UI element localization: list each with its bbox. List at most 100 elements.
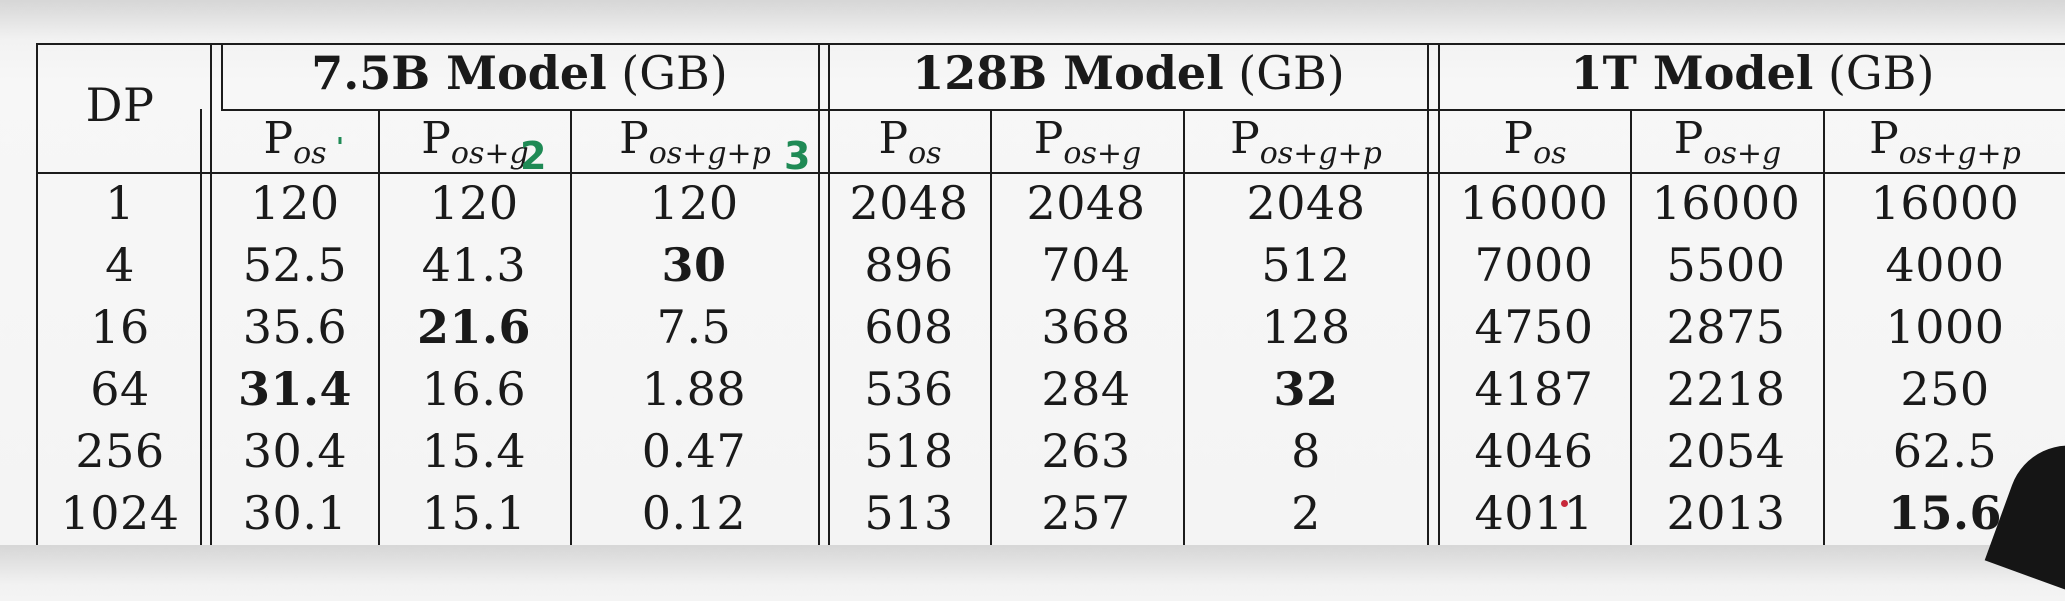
table-top-rule: [36, 43, 2065, 45]
group-name: 7.5B Model: [311, 46, 607, 100]
col-rule-1: [378, 109, 380, 545]
group-header-7-5b: 7.5B Model (GB): [221, 46, 818, 100]
table-cell: 2048: [1246, 176, 1366, 230]
group-rule-1b: [828, 43, 830, 545]
table-cell: 512: [1261, 238, 1351, 292]
table-cell: 4750: [1474, 300, 1594, 354]
pen-mark-red-dot: [1561, 500, 1568, 507]
dp-cell: 256: [75, 424, 165, 478]
table-cell: 120: [429, 176, 519, 230]
table-cell: 513: [864, 486, 954, 540]
dp-cell: 16: [90, 300, 150, 354]
dp-cell: 1: [105, 176, 135, 230]
table-cell: 5500: [1666, 238, 1786, 292]
table-cell: 62.5: [1892, 424, 1998, 478]
dp-cell: 1024: [60, 486, 180, 540]
dp-cell: 64: [90, 362, 150, 416]
table-cell: 16000: [1459, 176, 1609, 230]
col-rule-5: [1183, 109, 1185, 545]
table-cell: 120: [649, 176, 739, 230]
slide-table-view: DP 7.5B Model (GB) 128B Model (GB) 1T Mo…: [36, 43, 2065, 601]
table-cell: 4011: [1474, 486, 1594, 540]
table-cell: 41.3: [421, 238, 527, 292]
dp-separator-a: [200, 109, 202, 545]
group-header-1t: 1T Model (GB): [1440, 46, 2065, 100]
col-rule-2: [570, 109, 572, 545]
table-cell: 368: [1041, 300, 1131, 354]
dp-separator-b: [210, 109, 212, 545]
subheader-p-os-g: Pos+g: [1673, 113, 1782, 171]
table-cell: 16000: [1651, 176, 1801, 230]
table-cell: 608: [864, 300, 954, 354]
table-cell: 120: [250, 176, 340, 230]
table-cell: 21.6: [416, 300, 532, 354]
header-bottom-rule: [36, 172, 2065, 174]
table-cell: 704: [1041, 238, 1131, 292]
table-cell: 257: [1041, 486, 1131, 540]
table-cell: 52.5: [242, 238, 348, 292]
subheader-p-os-g-p: Pos+g+p: [1230, 113, 1382, 171]
col-rule-8: [1823, 109, 1825, 545]
group-rule-1a: [818, 43, 820, 545]
group-unit: (GB): [1238, 46, 1345, 100]
table-cell: 35.6: [242, 300, 348, 354]
table-cell: 284: [1041, 362, 1131, 416]
pen-mark-two: 2: [520, 134, 547, 178]
table-cell: 2: [1291, 486, 1321, 540]
table-cell: 2048: [849, 176, 969, 230]
group-unit: (GB): [1827, 46, 1935, 100]
group-header-128b: 128B Model (GB): [830, 46, 1427, 100]
dp-separator-top-b: [221, 43, 223, 109]
table-cell: 263: [1041, 424, 1131, 478]
table-cell: 7000: [1474, 238, 1594, 292]
table-cell: 2218: [1666, 362, 1786, 416]
table-cell: 128: [1261, 300, 1351, 354]
group-rule-2b: [1438, 43, 1440, 545]
table-cell: 250: [1900, 362, 1990, 416]
group-name: 128B Model: [912, 46, 1224, 100]
table-cell: 4000: [1885, 238, 2005, 292]
table-cell: 4187: [1474, 362, 1594, 416]
subheader-p-os-g-p: Pos+g+p: [1869, 113, 2021, 171]
table-cell: 2048: [1026, 176, 1146, 230]
table-cell: 4046: [1474, 424, 1594, 478]
pen-mark-tick: ': [336, 133, 344, 163]
table-cell: 2875: [1666, 300, 1786, 354]
subheader-p-os-g-p: Pos+g+p: [619, 113, 771, 171]
dp-separator-top-a: [210, 43, 212, 109]
table-cell: 896: [864, 238, 954, 292]
table-cell: 536: [864, 362, 954, 416]
dp-cell: 4: [105, 238, 135, 292]
table-cell: 2013: [1666, 486, 1786, 540]
subheader-p-os-g: Pos+g: [421, 113, 529, 171]
subheader-p-os: Pos: [1503, 113, 1567, 171]
table-cell: 15.4: [421, 424, 527, 478]
table-cell: 0.47: [641, 424, 747, 478]
group-unit: (GB): [621, 46, 728, 100]
table-cell: 30.4: [242, 424, 348, 478]
table-cell: 30.1: [242, 486, 348, 540]
col-rule-4: [990, 109, 992, 545]
table-cell: 518: [864, 424, 954, 478]
table-cell: 15.6: [1887, 486, 2003, 540]
table-cell: 30: [661, 238, 727, 292]
table-cell: 1000: [1885, 300, 2005, 354]
table-cell: 15.1: [421, 486, 527, 540]
table-cell: 8: [1291, 424, 1321, 478]
table-cell: 1.88: [641, 362, 747, 416]
subheader-p-os-g: Pos+g: [1033, 113, 1142, 171]
pen-mark-three: 3: [784, 134, 811, 178]
table-cell: 16.6: [421, 362, 527, 416]
dp-header: DP: [85, 78, 155, 132]
table-cell: 2054: [1666, 424, 1786, 478]
group-rule-2a: [1427, 43, 1429, 545]
table-cell: 31.4: [237, 362, 353, 416]
table-cell: 0.12: [641, 486, 747, 540]
col-rule-7: [1630, 109, 1632, 545]
table-left-rule: [36, 43, 38, 545]
table-cell: 7.5: [656, 300, 732, 354]
group-name: 1T Model: [1570, 46, 1814, 100]
subheader-p-os: Pos: [263, 113, 327, 171]
subheader-p-os: Pos: [878, 113, 942, 171]
table-cell: 16000: [1870, 176, 2020, 230]
